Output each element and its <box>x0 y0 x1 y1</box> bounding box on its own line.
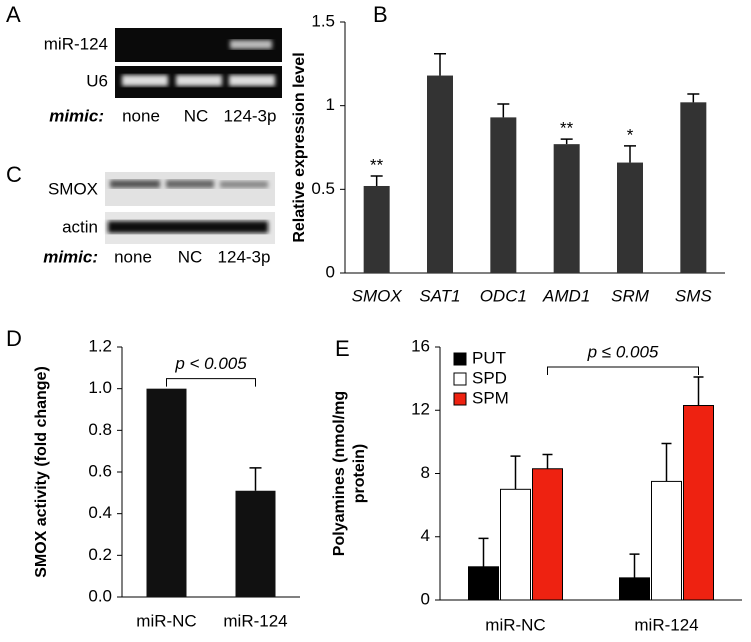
legend-label: SPM <box>472 388 509 407</box>
y-tick-label: 0.5 <box>311 179 335 198</box>
error-bar <box>510 455 521 490</box>
y-axis-label: Polyamines (nmol/mg <box>331 391 348 556</box>
legend-label: SPD <box>472 368 507 387</box>
error-bar <box>629 553 640 578</box>
error-bar <box>624 145 636 163</box>
y-tick-label: 0.4 <box>88 503 112 522</box>
x-tick-label: ODC1 <box>480 286 527 305</box>
mimic-label: mimic: <box>49 106 104 125</box>
error-bar <box>693 376 704 406</box>
bar <box>651 480 682 601</box>
y-tick-label: 0.8 <box>88 420 112 439</box>
legend-label: PUT <box>472 348 506 367</box>
y-tick-label: 0 <box>326 262 335 281</box>
panel-letter: D <box>6 326 22 351</box>
error-bar <box>497 103 510 118</box>
row-label: miR-124 <box>44 34 108 53</box>
error-bar <box>370 175 383 186</box>
lane-label: none <box>114 247 152 266</box>
y-tick-label: 12 <box>411 400 430 419</box>
lane-label: NC <box>178 247 203 266</box>
x-tick-label: AMD1 <box>542 286 590 305</box>
error-bar <box>249 467 262 491</box>
row-label: SMOX <box>48 179 98 198</box>
blot-band <box>110 180 160 188</box>
gel-band <box>176 75 222 86</box>
y-tick-label: 1.2 <box>88 336 112 355</box>
y-axis-label: SMOX activity (fold change) <box>33 366 50 578</box>
bar <box>683 405 714 601</box>
x-tick-label: miR-124 <box>634 615 698 634</box>
x-tick-label: miR-NC <box>136 611 196 630</box>
bar <box>619 577 650 601</box>
bar <box>468 566 499 601</box>
error-bar <box>687 93 700 103</box>
y-tick-label: 4 <box>421 526 430 545</box>
legend-swatch <box>453 392 467 406</box>
blot-strip <box>105 172 275 206</box>
row-label: U6 <box>86 71 108 90</box>
panel-letter: B <box>373 2 388 27</box>
error-bar <box>434 53 446 76</box>
x-tick-label: miR-NC <box>485 615 545 634</box>
bar <box>363 185 390 273</box>
y-tick-label: 0 <box>421 589 430 608</box>
y-tick-label: 0.0 <box>88 586 112 605</box>
y-tick-label: 0.6 <box>88 461 112 480</box>
lane-label: 124-3p <box>224 106 277 125</box>
y-tick-label: 8 <box>421 463 430 482</box>
significance-bracket <box>547 366 699 376</box>
x-tick-label: SMOX <box>352 286 403 305</box>
y-tick-label: 16 <box>411 336 430 355</box>
panel-letter: A <box>6 2 21 27</box>
y-tick-label: 0.2 <box>88 545 112 564</box>
blot-band <box>166 180 214 188</box>
y-axis-label: protein) <box>351 444 368 504</box>
significance-label: p < 0.005 <box>174 354 247 373</box>
bar <box>490 117 517 273</box>
error-bar <box>661 442 672 482</box>
legend-swatch <box>453 372 467 386</box>
significance-stars: ** <box>560 119 574 138</box>
y-tick-label: 1.0 <box>88 378 112 397</box>
legend-swatch <box>453 352 467 366</box>
bar <box>532 468 563 601</box>
blot-band <box>220 181 268 188</box>
y-tick-label: 1.5 <box>311 11 335 30</box>
y-tick-label: 1 <box>326 95 335 114</box>
significance-stars: * <box>627 125 634 144</box>
error-bar <box>542 453 553 469</box>
bar <box>553 144 580 273</box>
mimic-label: mimic: <box>43 247 98 266</box>
y-axis-label: Relative expression level <box>291 52 308 242</box>
gel-band <box>229 75 275 86</box>
significance-stars: ** <box>370 155 384 174</box>
panel-letter: E <box>335 336 350 361</box>
bar <box>235 490 276 597</box>
bar <box>427 75 453 274</box>
lane-label: NC <box>184 106 209 125</box>
bar <box>500 488 531 601</box>
bar <box>617 162 643 273</box>
gel-band <box>230 40 272 49</box>
panel-letter: C <box>6 162 22 187</box>
x-tick-label: miR-124 <box>223 611 287 630</box>
bar <box>146 388 187 597</box>
error-bar <box>478 537 489 567</box>
row-label: actin <box>62 217 98 236</box>
x-tick-label: SRM <box>611 286 650 305</box>
error-bar <box>560 138 573 145</box>
bar <box>680 102 707 273</box>
x-tick-label: SAT1 <box>419 286 460 305</box>
lane-label: none <box>122 106 160 125</box>
significance-bracket <box>166 378 256 387</box>
lane-label: 124-3p <box>218 247 271 266</box>
x-tick-label: SMS <box>675 286 713 305</box>
significance-label: p ≤ 0.005 <box>587 343 659 362</box>
gel-band <box>122 75 168 86</box>
blot-band <box>108 221 268 233</box>
